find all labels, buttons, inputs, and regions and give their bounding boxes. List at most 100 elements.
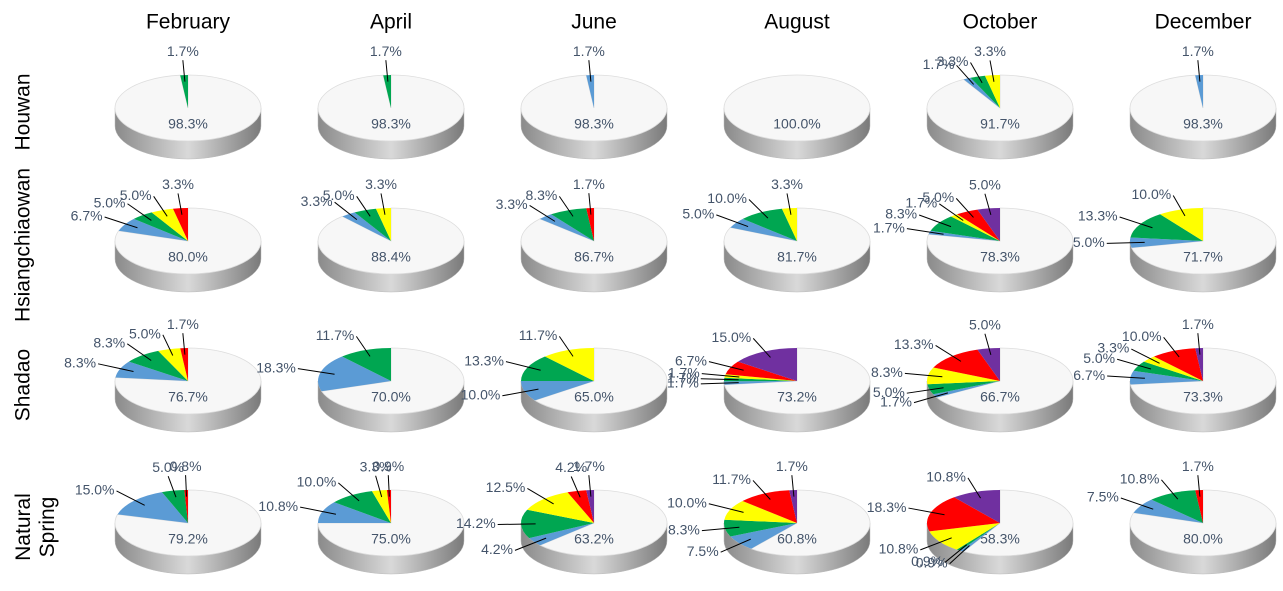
slice-label: 10.0%: [461, 386, 501, 402]
slice-label: 5.0%: [969, 176, 1001, 192]
leader-line: [700, 378, 739, 381]
pie-slice: [161, 490, 188, 523]
slice-label: 10.8%: [1120, 471, 1160, 487]
leader-line: [752, 338, 771, 358]
leader-line: [529, 204, 556, 222]
pie-slice: [180, 348, 188, 381]
slice-label: 3.3%: [360, 458, 392, 474]
slice-label: 18.3%: [256, 359, 296, 375]
slice-label: 0.9%: [911, 553, 943, 569]
leader-line: [1107, 375, 1145, 379]
leader-line: [1117, 358, 1152, 370]
pie-slice: [1160, 208, 1203, 241]
slice-label: 5.0%: [1083, 350, 1115, 366]
slice-label: 100.0%: [773, 116, 820, 132]
pie-slice: [386, 490, 391, 523]
slice-label: 6.7%: [1073, 367, 1105, 383]
pie-slice: [957, 209, 1000, 241]
slice-label: 5.0%: [120, 187, 152, 203]
leader-line: [989, 60, 995, 82]
leader-line: [984, 333, 992, 356]
row-header: Houwan: [12, 73, 35, 150]
leader-line: [355, 336, 371, 357]
pie-slice: [954, 490, 1000, 523]
pie-slice: [725, 361, 797, 381]
slice-label: 3.3%: [771, 176, 803, 192]
slice-label: 1.7%: [573, 458, 605, 474]
pie-slice: [723, 74, 871, 142]
slice-label: 1.7%: [1182, 43, 1214, 59]
pie-slice: [317, 74, 465, 142]
pie-slice: [951, 214, 1000, 241]
pie-slice: [318, 502, 391, 523]
leader-line: [1163, 337, 1180, 358]
leader-line: [558, 196, 574, 217]
pie-slice: [567, 490, 594, 523]
column-header: February: [146, 11, 231, 34]
pie-slice: [1154, 348, 1203, 381]
leader-line: [906, 228, 944, 235]
slice-label: 1.7%: [923, 56, 955, 72]
leader-line: [904, 372, 943, 378]
pie-slice: [539, 214, 594, 241]
pie-slice: [926, 74, 1074, 142]
pie-slice: [1130, 214, 1203, 241]
pie-slice: [521, 356, 594, 381]
slice-label: 3.3%: [496, 196, 528, 212]
pie-slice: [723, 347, 871, 415]
slice-label: 71.7%: [1183, 249, 1223, 265]
pie-slice: [750, 489, 871, 557]
leader-line: [918, 214, 952, 228]
slice-label: 3.3%: [301, 193, 333, 209]
leader-line: [127, 203, 152, 221]
pie-slice: [521, 381, 594, 401]
pie-slice: [317, 489, 465, 557]
leader-line: [375, 475, 383, 498]
pie-slice: [1133, 499, 1203, 523]
slice-label: 13.3%: [1078, 208, 1118, 224]
pie-slice: [926, 207, 1074, 275]
slice-label: 13.3%: [464, 352, 504, 368]
leader-line: [385, 60, 389, 82]
leader-line: [153, 196, 168, 217]
column-header: June: [571, 11, 617, 34]
pie-slice: [1151, 490, 1203, 523]
slice-label: 1.7%: [167, 43, 199, 59]
slice-label: 1.7%: [905, 195, 937, 211]
leader-line: [338, 482, 360, 502]
leader-line: [938, 203, 964, 221]
leader-line: [955, 198, 974, 218]
leader-line: [1172, 195, 1186, 217]
pie-slice: [371, 490, 391, 523]
pie-slice: [529, 523, 594, 546]
leader-line: [116, 490, 145, 506]
pie-slice: [977, 348, 1000, 381]
pie-slice: [545, 348, 594, 381]
slice-label: 8.3%: [885, 206, 917, 222]
slice-label: 8.3%: [93, 335, 125, 351]
pie-slice: [354, 208, 391, 241]
pie-slice: [929, 523, 1000, 550]
slice-label: 7.5%: [687, 543, 719, 559]
pie-slice: [320, 347, 465, 415]
leader-line: [1197, 333, 1201, 355]
pie-slice: [527, 492, 594, 523]
slice-label: 98.3%: [1183, 116, 1223, 132]
leader-line: [1197, 475, 1201, 497]
leader-line: [791, 475, 795, 497]
slice-label: 80.0%: [168, 249, 208, 265]
leader-line: [935, 344, 962, 362]
leader-line: [984, 193, 992, 216]
leader-line: [708, 503, 744, 513]
slice-label: 10.0%: [1132, 186, 1172, 202]
leader-line: [701, 373, 740, 378]
pie-slice: [724, 374, 797, 381]
slice-label: 11.7%: [712, 471, 751, 487]
column-header: October: [963, 11, 1038, 34]
leader-line: [167, 476, 177, 498]
slice-label: 0.9%: [916, 555, 948, 571]
pie-slice: [963, 77, 1000, 108]
column-header: December: [1155, 11, 1252, 34]
slice-label: 3.3%: [1097, 340, 1129, 356]
slice-label: 3.3%: [974, 43, 1006, 59]
